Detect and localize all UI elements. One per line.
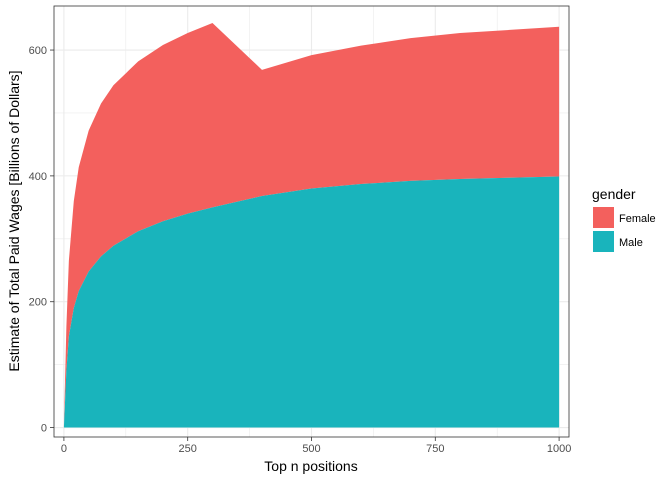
- x-axis: 0 250 500 750 1000: [61, 437, 571, 455]
- series-area-male: [63, 176, 560, 428]
- y-tick-label: 400: [29, 171, 47, 183]
- x-tick-label: 1000: [547, 443, 571, 455]
- x-tick-label: 750: [426, 443, 444, 455]
- legend-key-female: [593, 207, 614, 228]
- y-axis: 0 200 400 600: [29, 45, 54, 435]
- y-tick-label: 0: [41, 423, 47, 435]
- x-axis-title: Top n positions: [264, 458, 357, 474]
- legend: gender Female Male: [592, 186, 656, 252]
- legend-key-male: [593, 231, 614, 252]
- x-tick-label: 500: [302, 443, 320, 455]
- y-axis-title: Estimate of Total Paid Wages [Billions o…: [6, 70, 22, 371]
- legend-label-male: Male: [619, 237, 643, 249]
- y-tick-label: 200: [29, 297, 47, 309]
- legend-label-female: Female: [619, 213, 656, 225]
- y-tick-label: 600: [29, 45, 47, 57]
- x-tick-label: 250: [179, 443, 197, 455]
- legend-title: gender: [592, 186, 636, 202]
- areas: [63, 22, 560, 428]
- series-area-female: [63, 22, 560, 428]
- x-tick-label: 0: [61, 443, 67, 455]
